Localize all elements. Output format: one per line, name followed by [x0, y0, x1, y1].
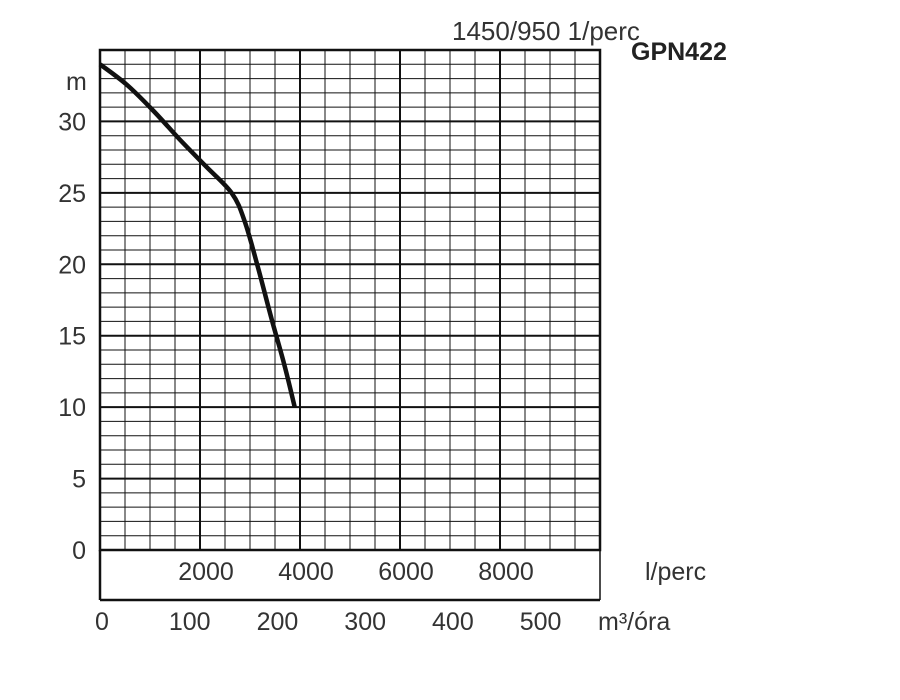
x-tick-label-m3h: 400	[432, 608, 474, 636]
x-tick-label-lpm: 2000	[178, 558, 234, 586]
y-tick-label: 30	[58, 108, 86, 136]
pump-curve-line	[98, 62, 297, 408]
y-tick-label: 25	[58, 180, 86, 208]
x-tick-labels-m3h: 0 100 200 300 400 500	[95, 608, 561, 636]
x-tick-label-m3h: 500	[520, 608, 562, 636]
model-label: GPN422	[631, 38, 727, 66]
y-tick-labels: 0 5 10 15 20 25 30	[58, 108, 86, 565]
x-tick-label-m3h: 200	[257, 608, 299, 636]
x-unit-m3h: m³/óra	[598, 608, 670, 636]
y-tick-label: 10	[58, 394, 86, 422]
x-tick-label-m3h: 100	[169, 608, 211, 636]
y-axis-label: m	[66, 68, 87, 96]
series-layer	[98, 62, 297, 408]
x-tick-label-lpm: 6000	[378, 558, 434, 586]
x-tick-label-lpm: 8000	[478, 558, 534, 586]
x-unit-lpm: l/perc	[645, 558, 706, 586]
x-tick-label-m3h: 300	[344, 608, 386, 636]
x-tick-label-lpm: 4000	[278, 558, 334, 586]
plot-border	[98, 48, 602, 552]
y-tick-label: 20	[58, 251, 86, 279]
y-tick-label: 5	[72, 466, 86, 494]
y-tick-label: 0	[72, 537, 86, 565]
x-tick-labels-lpm: 2000 4000 6000 8000	[178, 558, 534, 586]
plot-frame	[98, 48, 602, 602]
grid-minor	[100, 50, 600, 550]
x-tick-label-m3h: 0	[95, 608, 109, 636]
y-tick-label: 15	[58, 323, 86, 351]
chart-title: 1450/950 1/perc	[452, 16, 640, 46]
grid-major	[100, 50, 600, 550]
